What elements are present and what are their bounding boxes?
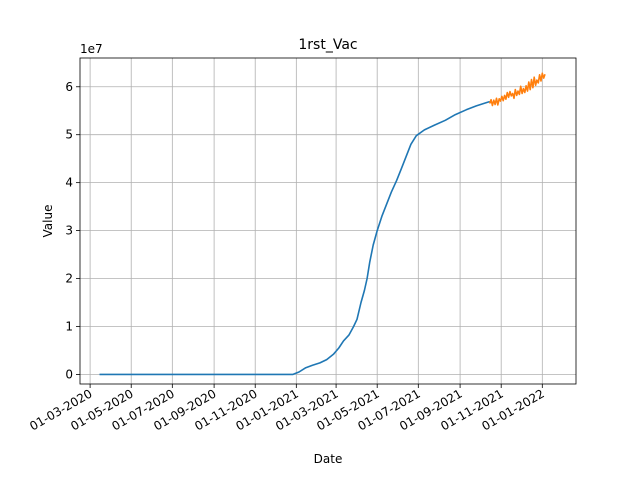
series-layer <box>99 72 546 376</box>
y-tick-label: 3 <box>65 224 73 238</box>
x-axis-label: Date <box>314 452 343 466</box>
y-axis-offset-label: 1e7 <box>80 42 103 56</box>
plot-frame <box>79 57 577 385</box>
y-tick-label: 0 <box>65 367 73 381</box>
y-axis-label: Value <box>41 205 55 238</box>
chart-title: 1rst_Vac <box>298 37 357 53</box>
y-tick-label: 4 <box>65 176 73 190</box>
y-axis: 0 1 2 3 4 5 6 <box>65 80 80 381</box>
y-tick-label: 6 <box>65 80 73 94</box>
y-tick-label: 5 <box>65 128 73 142</box>
grid <box>80 58 576 384</box>
y-tick-label: 2 <box>65 272 73 286</box>
series-line-2 <box>488 72 546 107</box>
y-tick-label: 1 <box>65 319 73 333</box>
series-line-1 <box>99 100 490 376</box>
